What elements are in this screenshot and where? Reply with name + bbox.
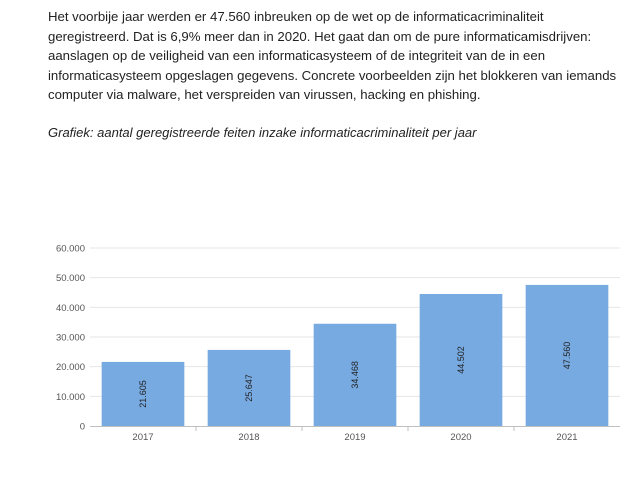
y-tick-label: 0 — [80, 422, 85, 433]
y-tick-label: 40.000 — [56, 303, 85, 314]
y-tick-label: 20.000 — [56, 362, 85, 373]
data-label: 47.560 — [562, 342, 572, 370]
y-tick-label: 10.000 — [56, 392, 85, 403]
chart-caption: Grafiek: aantal geregistreerde feiten in… — [48, 125, 477, 140]
bar-2017[interactable] — [101, 361, 185, 426]
x-tick-label: 2018 — [238, 432, 259, 443]
bar-2021[interactable] — [525, 284, 609, 426]
bar-2018[interactable] — [207, 349, 291, 426]
x-tick-label: 2020 — [450, 432, 471, 443]
bar-2020[interactable] — [419, 293, 503, 426]
data-label: 34.468 — [350, 361, 360, 389]
x-tick-label: 2019 — [344, 432, 365, 443]
bar-2019[interactable] — [313, 323, 397, 426]
x-tick-label: 2021 — [556, 432, 577, 443]
y-tick-label: 60.000 — [56, 244, 85, 255]
data-label: 25.647 — [244, 374, 254, 402]
article-paragraph: Het voorbije jaar werden er 47.560 inbre… — [48, 9, 617, 102]
y-tick-label: 50.000 — [56, 273, 85, 284]
x-tick-label: 2017 — [132, 432, 153, 443]
data-label: 44.502 — [456, 346, 466, 374]
y-tick-label: 30.000 — [56, 333, 85, 344]
data-label: 21.605 — [138, 380, 148, 408]
